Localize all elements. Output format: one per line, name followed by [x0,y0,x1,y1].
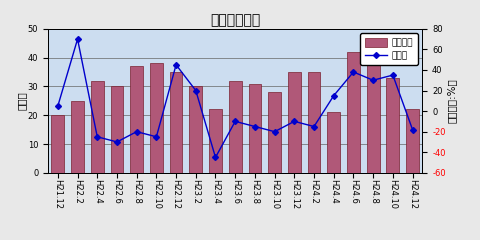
Bar [386,78,399,173]
Title: 企業倒産件数: 企業倒産件数 [210,14,260,28]
Bar [367,52,380,173]
Bar [110,86,123,173]
Bar [91,81,104,173]
Bar [327,112,340,173]
Bar [150,63,163,173]
Y-axis label: （前年比:%）: （前年比:%） [447,78,457,123]
Bar [51,115,64,173]
Bar [406,109,419,173]
Legend: 倒産件数, 前年比: 倒産件数, 前年比 [360,33,418,65]
Bar [347,52,360,173]
Bar [308,72,321,173]
Bar [268,92,281,173]
Y-axis label: （件）: （件） [16,91,26,110]
Bar [209,109,222,173]
Bar [249,84,261,173]
Bar [169,72,182,173]
Bar [190,86,202,173]
Bar [71,101,84,173]
Bar [130,66,143,173]
Bar [288,72,300,173]
Bar [229,81,241,173]
